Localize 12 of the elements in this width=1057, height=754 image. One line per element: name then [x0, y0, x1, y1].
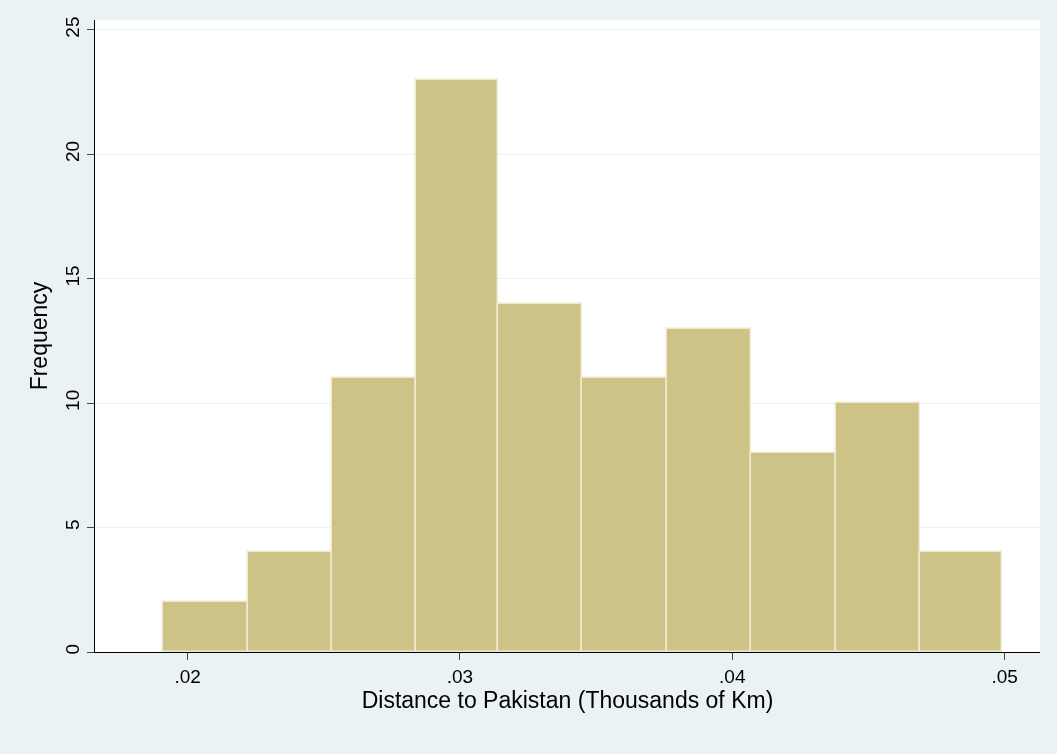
- y-axis-title: Frequency: [25, 281, 52, 391]
- x-tick-label: .05: [991, 665, 1018, 687]
- y-tick-label: 25: [62, 16, 84, 38]
- x-tick-label: .02: [174, 665, 201, 687]
- y-tick-label: 10: [62, 389, 84, 411]
- y-tick-label: 20: [62, 140, 84, 163]
- x-tick-label: .03: [446, 665, 474, 687]
- y-tick-label: 15: [62, 265, 84, 287]
- y-tick-label: 5: [62, 519, 84, 531]
- y-tick-label: 0: [62, 643, 84, 655]
- x-tick-label: .04: [719, 665, 746, 687]
- x-axis-title: Distance to Pakistan (Thousands of Km): [361, 687, 774, 714]
